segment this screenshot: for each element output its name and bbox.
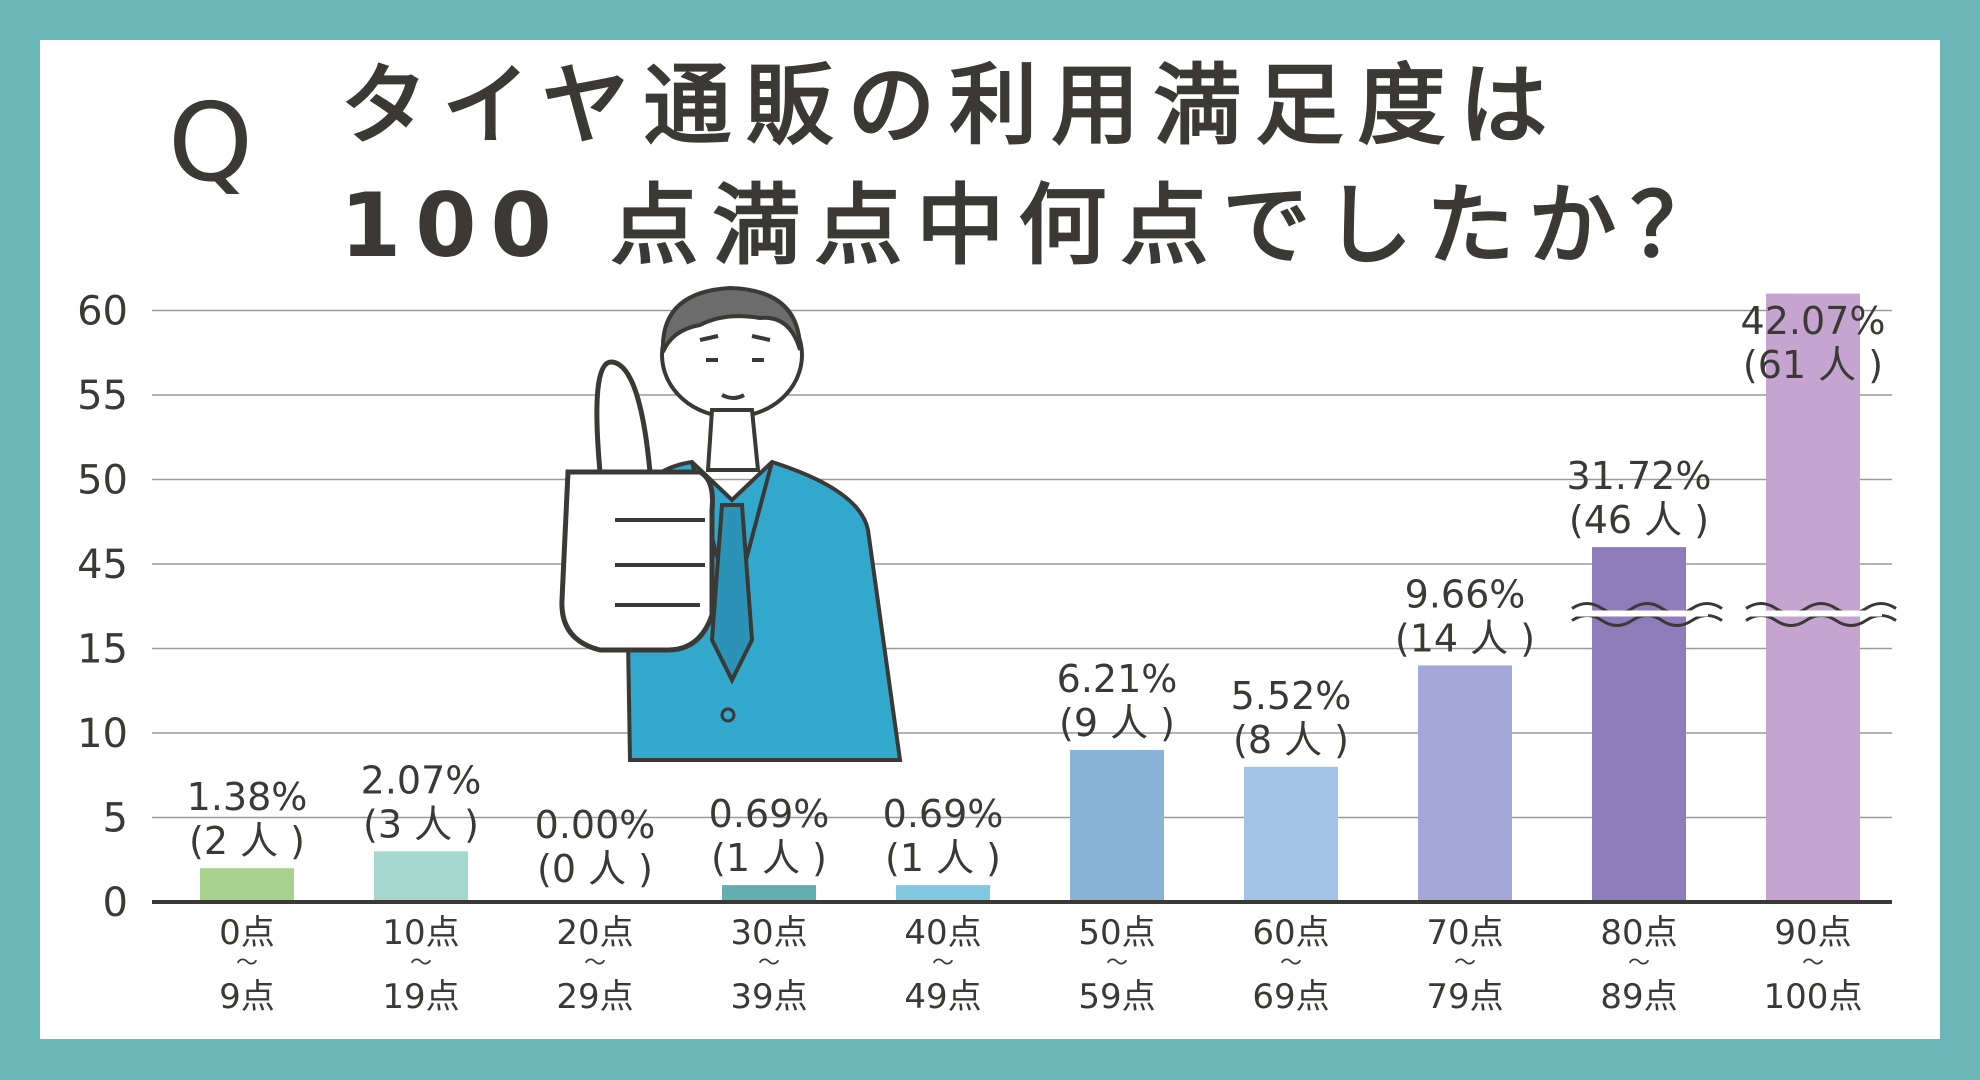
thumb — [594, 359, 653, 475]
bars — [200, 293, 1897, 903]
percent-label: 0.69% — [883, 792, 1004, 836]
category-label-from: 10点 — [382, 913, 459, 953]
count-label: (9 人 ) — [1059, 701, 1175, 745]
percent-label: 1.38% — [187, 775, 308, 819]
category-range-mark: 〜 — [410, 951, 432, 976]
count-label: (8 人 ) — [1233, 718, 1349, 762]
bar — [1244, 766, 1338, 902]
category-label-from: 30点 — [730, 913, 807, 953]
category-label-from: 50点 — [1078, 913, 1155, 953]
count-label: (1 人 ) — [711, 836, 827, 880]
category-range-mark: 〜 — [1280, 951, 1302, 976]
jacket-button — [720, 707, 736, 723]
axis-break-gap — [1744, 610, 1882, 617]
percent-label: 0.00% — [535, 803, 656, 847]
bar — [1418, 665, 1512, 902]
category-label-to: 69点 — [1252, 977, 1329, 1017]
bar — [1592, 547, 1686, 902]
percent-label: 2.07% — [361, 758, 482, 802]
count-label: (1 人 ) — [885, 836, 1001, 880]
bar — [200, 868, 294, 902]
hair — [660, 285, 802, 353]
count-label: (61 人 ) — [1743, 343, 1883, 387]
category-range-mark: 〜 — [584, 951, 606, 976]
category-label-to: 79点 — [1426, 977, 1503, 1017]
count-label: (14 人 ) — [1395, 616, 1535, 660]
category-range-mark: 〜 — [236, 951, 258, 976]
y-tick-label: 0 — [103, 880, 128, 926]
neck — [705, 408, 761, 472]
category-range-mark: 〜 — [1802, 951, 1824, 976]
category-label-from: 90点 — [1774, 913, 1851, 953]
y-tick-label: 5 — [103, 796, 128, 842]
category-label-to: 49点 — [904, 977, 981, 1017]
category-range-mark: 〜 — [1454, 951, 1476, 976]
grid-lines: 0 5 10 15 45 50 55 60 — [77, 289, 1892, 926]
category-range-mark: 〜 — [758, 951, 780, 976]
category-labels: 0点〜9点10点〜19点20点〜29点30点〜39点40点〜49点50点〜59点… — [219, 913, 1862, 1017]
count-label: (46 人 ) — [1569, 498, 1709, 542]
y-tick-label: 60 — [77, 289, 128, 335]
chart-title-line-2: 100 点満点中何点でしたか？ — [340, 174, 1733, 277]
percent-label: 31.72% — [1567, 454, 1712, 498]
category-label-to: 59点 — [1078, 977, 1155, 1017]
category-label-to: 39点 — [730, 977, 807, 1017]
percent-label: 5.52% — [1231, 674, 1352, 718]
category-label-from: 70点 — [1426, 913, 1503, 953]
percent-label: 6.21% — [1057, 657, 1178, 701]
y-tick-label: 10 — [77, 711, 128, 757]
percent-label: 9.66% — [1405, 572, 1526, 616]
category-range-mark: 〜 — [932, 951, 954, 976]
axis-break-mark — [1745, 602, 1897, 615]
category-label-from: 60点 — [1252, 913, 1329, 953]
axis-break-gap — [1570, 610, 1708, 617]
y-tick-label: 15 — [77, 627, 128, 673]
category-label-from: 20点 — [556, 913, 633, 953]
count-label: (3 人 ) — [363, 802, 479, 846]
bar — [722, 885, 816, 902]
question-mark-label: Q — [168, 81, 254, 206]
category-range-mark: 〜 — [1106, 951, 1128, 976]
y-tick-label: 55 — [77, 373, 128, 419]
percent-label: 42.07% — [1741, 299, 1886, 343]
category-label-to: 29点 — [556, 977, 633, 1017]
axis-break-mark — [1571, 602, 1723, 615]
bar — [896, 885, 990, 902]
category-label-from: 40点 — [904, 913, 981, 953]
category-label-to: 9点 — [219, 977, 275, 1017]
category-label-from: 0点 — [219, 913, 275, 953]
businessman-thumbs-up-illustration — [559, 285, 903, 762]
category-label-to: 100点 — [1764, 977, 1863, 1017]
chart-title-line-1: タイヤ通販の利用満足度は — [340, 54, 1562, 157]
bar — [374, 851, 468, 902]
percent-label: 0.69% — [709, 792, 830, 836]
y-tick-label: 45 — [77, 542, 128, 588]
category-range-mark: 〜 — [1628, 951, 1650, 976]
category-label-to: 19点 — [382, 977, 459, 1017]
bar — [1766, 293, 1860, 903]
face-features — [699, 334, 771, 400]
y-tick-label: 50 — [77, 458, 128, 504]
value-labels: (2 人 )1.38%(3 人 )2.07%(0 人 )0.00%(1 人 )0… — [187, 299, 1886, 891]
bar — [1070, 749, 1164, 902]
finger-lines — [615, 518, 705, 607]
count-label: (0 人 ) — [537, 847, 653, 891]
category-label-from: 80点 — [1600, 913, 1677, 953]
fist — [559, 469, 715, 653]
count-label: (2 人 ) — [189, 819, 305, 863]
category-label-to: 89点 — [1600, 977, 1677, 1017]
